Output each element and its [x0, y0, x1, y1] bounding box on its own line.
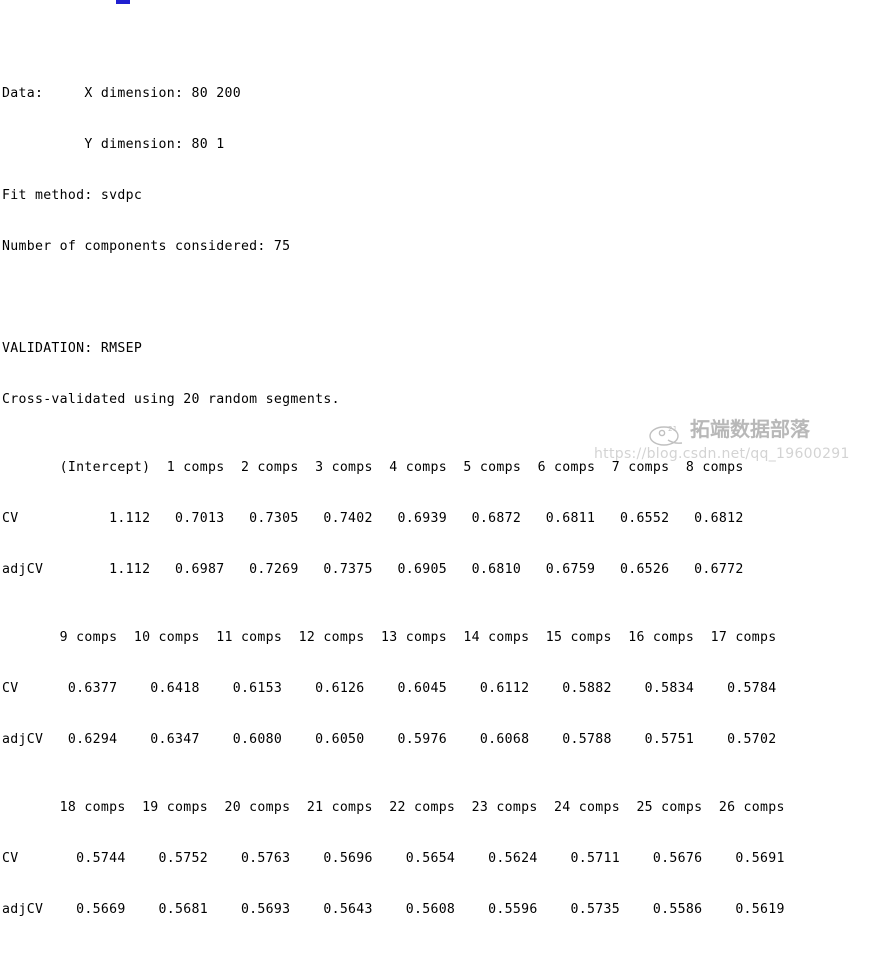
table-header-row-block-1: (Intercept) 1 comps 2 comps 3 comps 4 co…: [2, 460, 744, 475]
console-line-validation-rmsep: VALIDATION: RMSEP: [2, 341, 143, 356]
table-row-adjcv-block-1: adjCV 1.112 0.6987 0.7269 0.7375 0.6905 …: [2, 562, 744, 577]
console-line-number-of-components: Number of components considered: 75: [2, 239, 291, 254]
text-selection-artifact: [116, 0, 130, 4]
console-line-data-y-dimension: Y dimension: 80 1: [2, 137, 225, 152]
console-line-cross-validated: Cross-validated using 20 random segments…: [2, 392, 340, 407]
console-line-fit-method: Fit method: svdpc: [2, 188, 143, 203]
table-row-adjcv-block-2: adjCV 0.6294 0.6347 0.6080 0.6050 0.5976…: [2, 732, 777, 747]
watermark-brand: 拓端数据部落: [690, 417, 810, 441]
table-row-cv-block-3: CV 0.5744 0.5752 0.5763 0.5696 0.5654 0.…: [2, 851, 785, 866]
table-header-row-block-3: 18 comps 19 comps 20 comps 21 comps 22 c…: [2, 800, 785, 815]
svg-text:21: 21: [668, 425, 678, 433]
table-row-adjcv-block-3: adjCV 0.5669 0.5681 0.5693 0.5643 0.5608…: [2, 902, 785, 917]
r-console-output[interactable]: Data: X dimension: 80 200 Y dimension: 8…: [0, 0, 884, 917]
console-line-blank: [2, 289, 884, 306]
watermark-logo-icon: 21: [649, 425, 683, 446]
console-line-data-x-dimension: Data: X dimension: 80 200: [2, 86, 241, 101]
table-row-cv-block-1: CV 1.112 0.7013 0.7305 0.7402 0.6939 0.6…: [2, 511, 744, 526]
table-row-cv-block-2: CV 0.6377 0.6418 0.6153 0.6126 0.6045 0.…: [2, 681, 777, 696]
table-header-row-block-2: 9 comps 10 comps 11 comps 12 comps 13 co…: [2, 630, 777, 645]
